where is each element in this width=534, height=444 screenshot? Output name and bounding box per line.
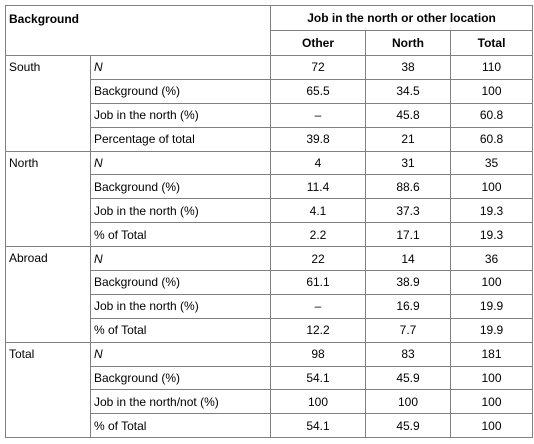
value-cell: 100 [365, 389, 452, 415]
value-cell: 100 [450, 389, 534, 415]
value-cell: 100 [450, 174, 534, 200]
value-cell: 100 [450, 413, 534, 439]
row-label: N [89, 341, 272, 367]
column-header: Other [270, 30, 367, 56]
row-label: Job in the north (%) [89, 102, 272, 128]
value-cell: 45.9 [365, 413, 452, 439]
value-cell: 19.3 [450, 198, 534, 224]
value-cell: 31 [365, 150, 452, 176]
table-row: % of Total 12.2 7.7 19.9 [6, 317, 534, 343]
value-cell: 83 [365, 341, 452, 367]
header-cell: Job in the north or other location [270, 5, 534, 31]
value-cell: 181 [450, 341, 534, 367]
value-cell: 2.2 [270, 222, 367, 248]
value-cell: 19.9 [450, 317, 534, 343]
group-label: Total [5, 341, 91, 439]
value-cell: 37.3 [365, 198, 452, 224]
header-row: Other North Total [6, 30, 534, 56]
value-cell: 35 [450, 150, 534, 176]
table-row: North N 4 31 35 [5, 150, 534, 248]
value-cell: 72 [270, 55, 367, 80]
value-cell: 38 [365, 55, 452, 80]
value-cell: 21 [365, 126, 452, 152]
value-cell: 98 [270, 341, 367, 367]
value-cell: 88.6 [365, 174, 452, 200]
value-cell: 19.3 [450, 222, 534, 248]
row-label: % of Total [89, 222, 272, 248]
value-cell: 39.8 [270, 126, 367, 152]
table-body: Background Job in the north or other loc… [4, 5, 534, 439]
value-cell: 17.1 [365, 222, 452, 248]
value-cell: 65.5 [270, 78, 367, 104]
value-cell: 16.9 [365, 293, 452, 319]
header-cell: Background [4, 5, 272, 56]
table-row: Abroad N 22 14 36 [5, 246, 534, 343]
row-label: % of Total [89, 317, 272, 343]
row-label: Background (%) [89, 174, 272, 200]
table-row: Job in the north (%) –16.9 19.9 [6, 293, 534, 319]
row-label: N [89, 150, 272, 176]
row-label: Percentage of total [89, 126, 272, 152]
value-cell: 100 [270, 389, 367, 415]
row-label: % of Total [89, 413, 272, 439]
row-label: N [89, 55, 272, 80]
value-cell: 4.1 [270, 198, 367, 224]
table-row: % of Total 54.1 45.9 100 [6, 413, 534, 439]
value-cell: 60.8 [450, 126, 534, 152]
row-label: Background (%) [89, 270, 272, 295]
group-label: North [5, 150, 91, 248]
table-row: Percentage of total 39.8 21 60.8 [6, 126, 534, 152]
table-row: South N 72 38 110 [5, 55, 534, 152]
value-cell: 4 [270, 150, 367, 176]
value-cell: 100 [450, 78, 534, 104]
table-row: Background (%) 65.5 34.5 100 [6, 78, 534, 104]
value-cell: 54.1 [270, 413, 367, 439]
value-cell: 60.8 [450, 102, 534, 128]
value-cell: – [270, 293, 367, 319]
row-label: Job in the north/not (%) [89, 389, 272, 415]
value-cell: 61.1 [270, 270, 367, 295]
value-cell: 11.4 [270, 174, 367, 200]
table-row: Background (%) 54.1 45.9 100 [6, 365, 534, 391]
value-cell: 38.9 [365, 270, 452, 295]
group-label: Abroad [5, 246, 91, 343]
table-row: Job in the north (%) –45.8 60.8 [6, 102, 534, 128]
value-cell: 19.9 [450, 293, 534, 319]
row-label: Job in the north (%) [89, 198, 272, 224]
value-cell: 100 [450, 270, 534, 295]
value-cell: 45.8 [365, 102, 452, 128]
row-label: Job in the north (%) [89, 293, 272, 319]
column-header: Total [450, 30, 534, 56]
value-cell: 45.9 [365, 365, 452, 391]
value-cell: 110 [450, 55, 534, 80]
table-row: Total N 98 83 181 [5, 341, 534, 439]
group-label: South [5, 55, 91, 152]
value-cell: 22 [270, 246, 367, 272]
header-row: Background Job in the north or other loc… [4, 5, 534, 56]
value-cell: 34.5 [365, 78, 452, 104]
value-cell: – [270, 102, 367, 128]
data-table: Background Job in the north or other loc… [4, 5, 534, 439]
column-header: North [365, 30, 452, 56]
table-row: % of Total 2.2 17.1 19.3 [6, 222, 534, 248]
value-cell: 12.2 [270, 317, 367, 343]
table-row: Background (%) 11.4 88.6 100 [6, 174, 534, 200]
value-cell: 14 [365, 246, 452, 272]
value-cell: 36 [450, 246, 534, 272]
row-label: Background (%) [89, 365, 272, 391]
table-row: Job in the north (%) 4.1 37.3 19.3 [6, 198, 534, 224]
row-label: N [89, 246, 272, 272]
value-cell: 54.1 [270, 365, 367, 391]
row-label: Background (%) [89, 78, 272, 104]
value-cell: 100 [450, 365, 534, 391]
value-cell: 7.7 [365, 317, 452, 343]
